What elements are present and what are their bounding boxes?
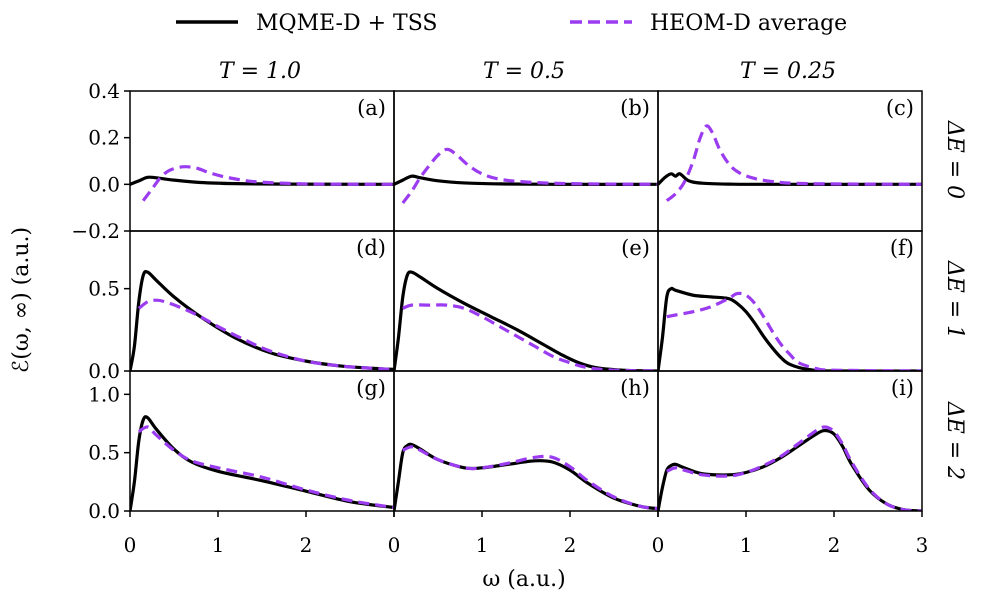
series-heom-line — [141, 165, 394, 202]
row-titles: ΔE = 0 ΔE = 1 ΔE = 2 — [942, 120, 967, 480]
series-heom-line — [666, 291, 922, 371]
y-tick-label: 0.0 — [88, 172, 120, 196]
panel-h: (h) — [393, 370, 659, 517]
series-mqme-line — [394, 442, 658, 511]
panel-a: (a) — [129, 90, 395, 232]
y-tick-label: 0.4 — [88, 79, 120, 103]
series-mqme-line — [394, 270, 658, 371]
x-tick-label: 2 — [300, 533, 313, 557]
series-mqme-line — [130, 415, 394, 511]
panel-d: (d) — [129, 230, 395, 372]
y-tick-label: 0.5 — [88, 277, 120, 301]
panel-frame — [129, 90, 395, 232]
y-tick-label: 0.2 — [88, 126, 120, 150]
y-tick-label: 1.0 — [88, 382, 120, 406]
series-mqme-line — [130, 269, 394, 371]
x-tick-label: 0 — [388, 533, 401, 557]
panel-curves — [658, 286, 922, 371]
panel-label: (f) — [890, 236, 914, 260]
row-title-dE2: ΔE = 2 — [942, 401, 967, 480]
panel-curves — [394, 270, 658, 371]
x-tick-label: 2 — [828, 533, 841, 557]
panel-label: (h) — [620, 376, 650, 400]
y-axis-label: ℰ(ω, ∞) (a.u.) — [9, 227, 34, 373]
panel-label: (d) — [356, 236, 386, 260]
series-heom-line — [137, 298, 394, 371]
y-tick-label: 0.0 — [88, 499, 120, 523]
x-tick-label: 2 — [564, 533, 577, 557]
legend-label-mqme: MQME-D + TSS — [256, 11, 437, 36]
panel-b: (b) — [393, 90, 659, 232]
y-tick-label: 0.5 — [88, 441, 120, 465]
panel-i: (i) — [657, 370, 923, 517]
panel-label: (c) — [886, 96, 914, 120]
panel-label: (i) — [891, 376, 914, 400]
column-title-T1: T = 1.0 — [219, 59, 301, 84]
plot-area: −0.2 0.0 0.2 0.4 (a) (b) (c) 0.0 0.5 (d) (e) (f) 0.0… — [71, 79, 928, 557]
panel-curves — [130, 269, 394, 371]
panel-curves — [658, 124, 922, 202]
x-tick-label: 0 — [124, 533, 137, 557]
panel-label: (a) — [357, 96, 386, 120]
panel-e: (e) — [393, 230, 659, 372]
series-mqme-line — [394, 174, 658, 186]
panel-label: (b) — [620, 96, 650, 120]
panel-f: (f) — [657, 230, 923, 372]
panel-frame — [657, 90, 923, 232]
column-title-T05: T = 0.5 — [483, 59, 565, 84]
row-title-dE0: ΔE = 0 — [942, 120, 967, 199]
panel-g: (g) — [129, 370, 395, 517]
panel-frame — [657, 230, 923, 372]
series-mqme-line — [658, 286, 922, 371]
series-heom-line — [402, 445, 658, 511]
series-mqme-line — [658, 172, 922, 186]
panel-curves — [130, 165, 394, 202]
legend-label-heom: HEOM-D average — [650, 11, 847, 36]
axis-labels: ω (a.u.) ℰ(ω, ∞) (a.u.) — [9, 227, 566, 592]
panel-frame — [129, 370, 395, 512]
series-heom-line — [666, 425, 922, 511]
y-tick-label: 0.0 — [88, 359, 120, 383]
series-heom-line — [402, 303, 658, 371]
series-mqme-line — [658, 428, 922, 511]
column-titles: T = 1.0 T = 0.5 T = 0.25 — [219, 59, 836, 84]
x-tick-label: 3 — [916, 533, 929, 557]
x-tick-label: 1 — [740, 533, 753, 557]
panel-curves — [394, 147, 658, 204]
panel-frame — [657, 370, 923, 512]
panel-curves — [394, 442, 658, 511]
x-tick-label: 1 — [476, 533, 489, 557]
series-heom-line — [137, 425, 394, 510]
y-tick-label: −0.2 — [71, 219, 120, 243]
panel-curves — [658, 425, 922, 511]
series-heom-line — [665, 124, 922, 202]
panel-label: (e) — [621, 236, 650, 260]
panel-curves — [130, 415, 394, 511]
panel-c: (c) — [657, 90, 923, 232]
series-heom-line — [401, 147, 658, 204]
panel-frame — [393, 230, 659, 372]
x-tick-label: 0 — [652, 533, 665, 557]
column-title-T025: T = 0.25 — [740, 59, 836, 84]
x-axis-label: ω (a.u.) — [482, 567, 565, 592]
legend: MQME-D + TSS HEOM-D average — [176, 11, 847, 36]
panel-frame — [393, 370, 659, 512]
x-tick-label: 1 — [212, 533, 225, 557]
row-title-dE1: ΔE = 1 — [942, 260, 967, 339]
panel-label: (g) — [356, 376, 386, 400]
